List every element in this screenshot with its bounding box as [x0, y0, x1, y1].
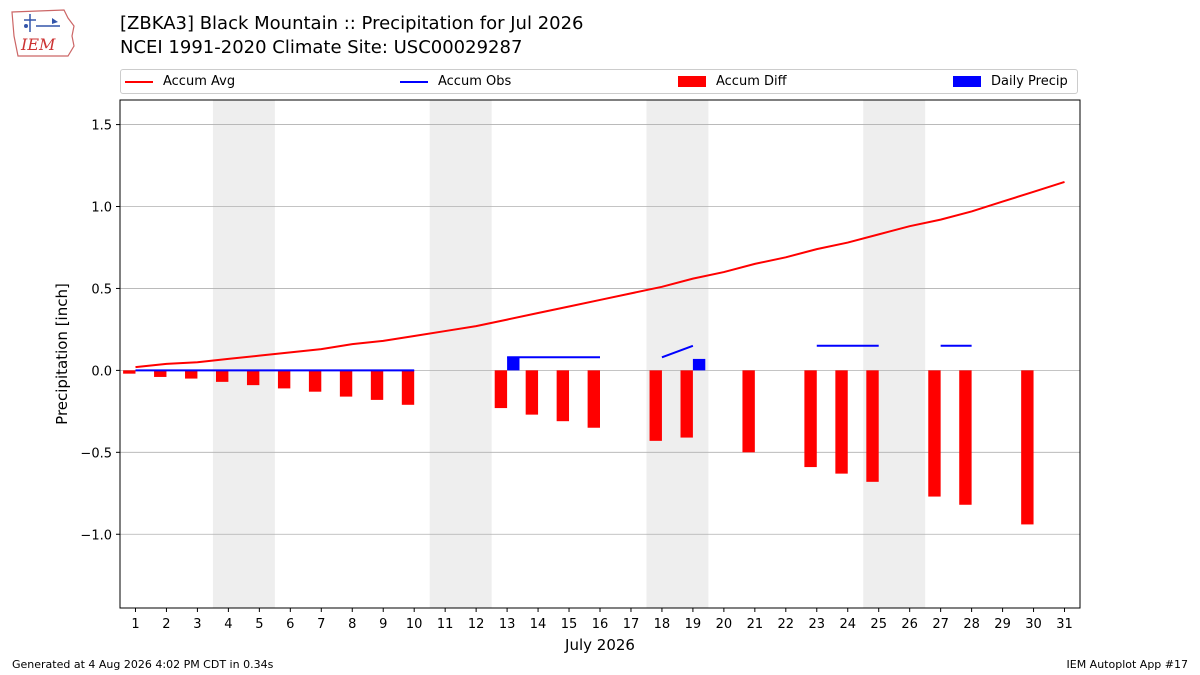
accum-diff-bar-day-24: [835, 370, 848, 474]
accum-diff-bar-day-19: [680, 370, 693, 438]
x-tick-label-12: 12: [468, 617, 485, 632]
x-tick-label-31: 31: [1056, 617, 1073, 632]
x-tick-label-13: 13: [499, 617, 516, 632]
weekend-band-3: [646, 100, 709, 608]
y-tick-label-0: −1.0: [80, 528, 112, 543]
weekend-band-2: [429, 100, 492, 608]
x-tick-label-6: 6: [286, 617, 294, 632]
iem-logo: IEM: [11, 9, 75, 57]
x-tick-label-23: 23: [809, 617, 826, 632]
x-tick-label-17: 17: [623, 617, 640, 632]
x-tick-label-25: 25: [870, 617, 887, 632]
y-tick-label-3: 0.5: [91, 282, 112, 297]
accum-diff-bar-day-4: [216, 370, 229, 382]
y-tick-label-2: 0.0: [91, 364, 112, 379]
x-tick-label-20: 20: [716, 617, 733, 632]
x-tick-label-21: 21: [747, 617, 764, 632]
y-tick-label-5: 1.5: [91, 119, 112, 134]
legend-label-accum-obs: Accum Obs: [438, 74, 512, 89]
x-tick-label-2: 2: [162, 617, 170, 632]
x-tick-label-1: 1: [131, 617, 139, 632]
x-tick-label-5: 5: [255, 617, 263, 632]
x-tick-label-11: 11: [437, 617, 454, 632]
chart-subtitle: NCEI 1991-2020 Climate Site: USC00029287: [120, 37, 523, 58]
accum-diff-bar-day-9: [370, 370, 384, 400]
legend-swatch-accum-diff: [678, 76, 706, 87]
accum-diff-bar-day-23: [804, 370, 817, 468]
x-tick-label-3: 3: [193, 617, 201, 632]
accum-diff-bar-day-18: [649, 370, 662, 441]
legend-swatch-accum-obs: [400, 81, 428, 83]
legend-label-daily-precip: Daily Precip: [991, 74, 1068, 89]
x-tick-label-24: 24: [839, 617, 856, 632]
x-tick-label-10: 10: [406, 617, 423, 632]
daily-precip-bar-day-19: [692, 358, 706, 371]
x-tick-label-9: 9: [379, 617, 387, 632]
x-tick-label-26: 26: [901, 617, 918, 632]
accum-diff-bar-day-28: [959, 370, 972, 505]
x-axis-label: July 2026: [564, 636, 635, 654]
accum-diff-bar-day-1: [123, 370, 136, 374]
x-tick-label-14: 14: [530, 617, 547, 632]
accum-diff-bar-day-5: [246, 370, 260, 386]
accum-diff-bar-day-13: [494, 370, 508, 409]
accum-diff-bar-day-25: [866, 370, 879, 482]
y-axis-label: Precipitation [inch]: [53, 283, 71, 425]
weekend-band-4: [863, 100, 926, 608]
accum-diff-bar-day-30: [1021, 370, 1034, 525]
accum-obs-line-segment-3: [661, 344, 694, 359]
x-tick-label-22: 22: [778, 617, 795, 632]
x-tick-label-15: 15: [561, 617, 578, 632]
x-tick-label-16: 16: [592, 617, 609, 632]
x-tick-label-7: 7: [317, 617, 325, 632]
accum-avg-line-segment-1: [135, 180, 1065, 369]
x-tick-label-19: 19: [685, 617, 702, 632]
footer-app: IEM Autoplot App #17: [1066, 658, 1189, 671]
x-tick-label-29: 29: [994, 617, 1011, 632]
y-tick-label-4: 1.0: [91, 201, 112, 216]
x-tick-label-28: 28: [963, 617, 980, 632]
legend-label-accum-diff: Accum Diff: [716, 74, 787, 89]
accum-diff-bar-day-8: [339, 370, 353, 397]
x-tick-label-18: 18: [654, 617, 671, 632]
accum-diff-bar-day-15: [556, 370, 570, 422]
accum-diff-bar-day-14: [525, 370, 539, 415]
legend-label-accum-avg: Accum Avg: [163, 74, 236, 89]
accum-diff-bar-day-2: [154, 370, 167, 377]
accum-diff-bar-day-21: [742, 370, 755, 453]
chart-title: [ZBKA3] Black Mountain :: Precipitation …: [120, 13, 584, 34]
accum-diff-bar-day-3: [185, 370, 198, 379]
logo-text: IEM: [20, 35, 56, 54]
accum-diff-bar-day-10: [401, 370, 415, 405]
weekend-band-1: [212, 100, 275, 608]
accum-diff-bar-day-16: [587, 370, 600, 428]
x-tick-label-8: 8: [348, 617, 356, 632]
x-tick-label-27: 27: [932, 617, 949, 632]
accum-diff-bar-day-27: [928, 370, 941, 497]
legend-swatch-accum-avg: [125, 81, 153, 83]
y-tick-label-1: −0.5: [80, 446, 112, 461]
footer-generated: Generated at 4 Aug 2026 4:02 PM CDT in 0…: [12, 658, 274, 671]
legend-swatch-daily-precip: [953, 76, 981, 87]
accum-diff-bar-day-7: [308, 370, 322, 392]
legend: Accum Avg Accum Obs Accum Diff Daily Pre…: [120, 69, 1078, 94]
x-tick-label-4: 4: [224, 617, 232, 632]
x-tick-label-30: 30: [1025, 617, 1042, 632]
accum-diff-bar-day-6: [277, 370, 291, 389]
daily-precip-bar-day-13: [507, 357, 520, 371]
